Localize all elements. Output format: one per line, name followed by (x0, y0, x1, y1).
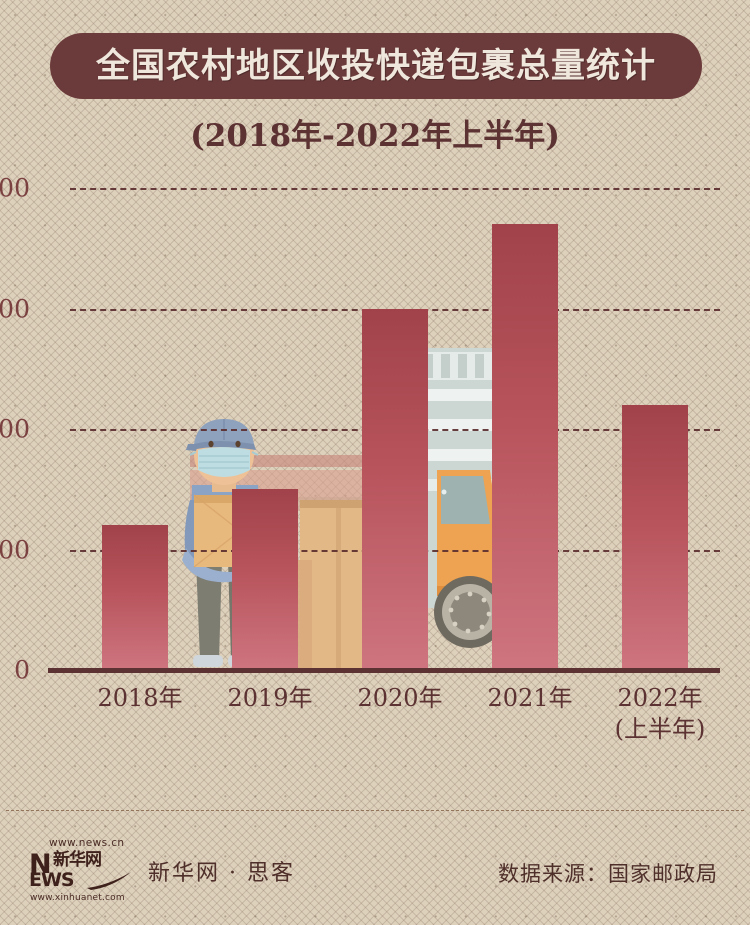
gridline (70, 188, 720, 190)
logo-letter-n: N (29, 848, 52, 880)
page-subtitle: (2018年-2022年上半年) (190, 118, 560, 154)
x-axis-label: 2022年 (上半年) (614, 684, 706, 743)
bar (232, 489, 298, 670)
bar (102, 525, 168, 670)
plot-area: 0 100 200 300 400 (0, 174, 720, 685)
footer-divider (6, 810, 744, 811)
footer-brand: 新华网 · 思客 (148, 861, 295, 886)
y-axis-tick-label: 200 (0, 414, 30, 444)
page-title: 全国农村地区收投快递包裹总量统计 (96, 46, 656, 86)
x-axis-label: 2019年 (227, 684, 313, 712)
bar (492, 224, 558, 670)
x-axis-label: 2021年 (487, 684, 573, 712)
logo-chinese-name: 新华网 (53, 849, 102, 870)
title-banner: 全国农村地区收投快递包裹总量统计 (50, 33, 702, 99)
logo-url-bottom: www.xinhuanet.com (30, 892, 125, 903)
x-axis-label: 2018年 (97, 684, 183, 712)
y-axis-tick-label: 400 (0, 173, 30, 203)
y-axis-tick-label: 0 (14, 655, 30, 685)
bar (362, 308, 428, 670)
x-axis-label: 2020年 (357, 684, 443, 712)
logo-swoosh-icon (87, 871, 131, 890)
logo-news-text: EWS (29, 868, 75, 891)
bar (622, 404, 688, 670)
x-axis-labels: 2018年 2019年 2020年 2021年 2022年 (上半年) (70, 683, 730, 763)
y-axis-tick-label: 300 (0, 294, 30, 323)
y-axis-tick-label: 100 (0, 535, 30, 564)
footer-source: 数据来源：国家邮政局 (498, 862, 718, 886)
logo-url-top: www.news.cn (49, 837, 125, 849)
logo-mark: N 新华网 EWS (27, 851, 139, 891)
x-axis-line (48, 668, 720, 673)
xinhua-logo[interactable]: www.news.cn N 新华网 EWS www.xinhuanet.com (27, 838, 139, 910)
